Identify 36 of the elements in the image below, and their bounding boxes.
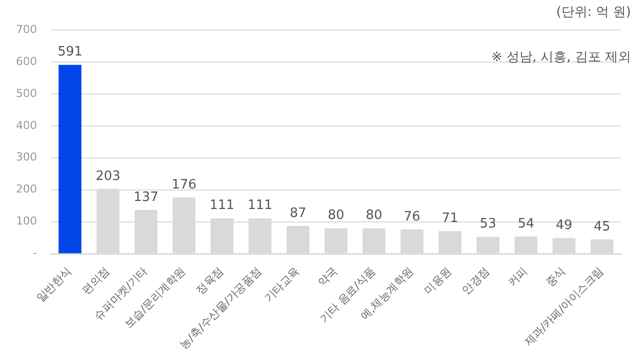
y-tick-label: 500 xyxy=(16,86,37,100)
bar xyxy=(58,64,82,254)
data-label: 54 xyxy=(518,216,534,232)
bar xyxy=(324,228,348,254)
data-label: 591 xyxy=(58,44,82,60)
y-tick-label: 300 xyxy=(16,150,37,164)
text: (단위: 억 원) xyxy=(556,4,631,21)
y-tick-label: - xyxy=(33,246,38,260)
data-label: 53 xyxy=(480,216,496,232)
y-tick-label: 100 xyxy=(16,214,37,228)
y-tick-label: 700 xyxy=(16,22,37,36)
bar xyxy=(476,236,500,254)
data-label: 80 xyxy=(328,208,344,224)
bar xyxy=(286,226,310,254)
x-tick-label: 약국 xyxy=(315,264,340,290)
data-label: 76 xyxy=(404,209,420,224)
data-label: 80 xyxy=(366,208,382,224)
y-tick-label: 600 xyxy=(16,54,37,68)
bar xyxy=(362,228,386,254)
data-label: 111 xyxy=(248,198,272,214)
bar xyxy=(590,239,614,254)
data-label: 49 xyxy=(556,218,572,234)
bar xyxy=(438,231,462,254)
annotation: ※ 성남, 시흥, 김포 제외 xyxy=(491,49,631,66)
data-label: 111 xyxy=(210,198,234,214)
data-label: 203 xyxy=(96,168,120,184)
data-label: 137 xyxy=(134,190,158,205)
data-label: 45 xyxy=(594,219,610,234)
data-label: 176 xyxy=(172,177,196,192)
y-tick-label: 400 xyxy=(16,118,37,132)
bar xyxy=(552,238,576,254)
bar xyxy=(400,230,424,254)
bar xyxy=(514,236,538,254)
y-tick-label: 200 xyxy=(16,182,37,196)
data-label: 71 xyxy=(442,210,458,226)
data-label: 87 xyxy=(290,206,306,221)
